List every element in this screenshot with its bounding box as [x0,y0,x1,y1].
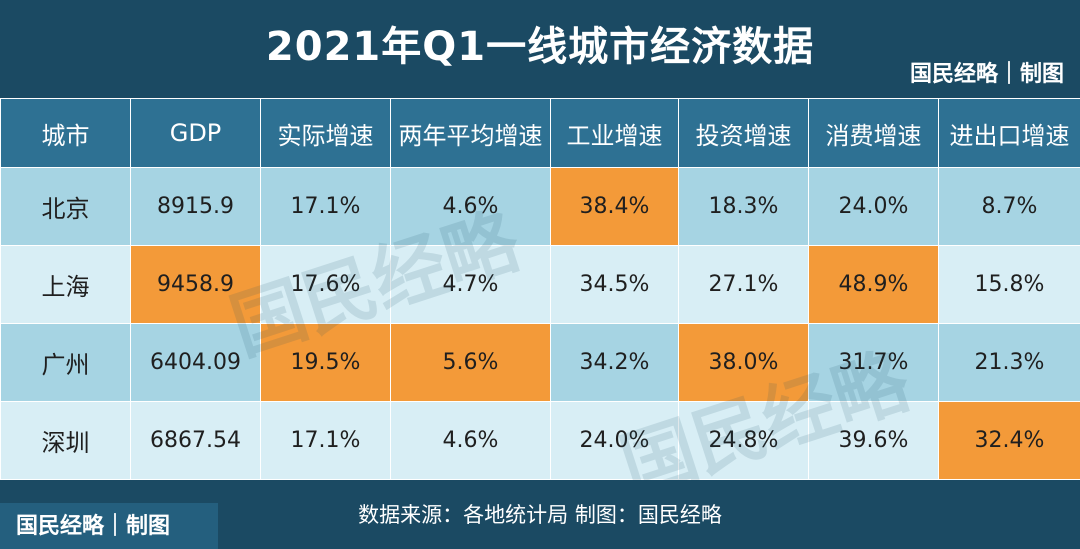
column-header-gdp: GDP [130,98,261,168]
table-cell: 27.1% [678,245,809,324]
table-cell: 4.7% [390,245,551,324]
table-header-row: 城市 GDP 实际增速 两年平均增速 工业增速 投资增速 消费增速 进出口增速 [0,98,1080,168]
table-cell: 31.7% [808,323,939,402]
table-cell: 17.1% [260,167,391,246]
economic-data-table: 城市 GDP 实际增速 两年平均增速 工业增速 投资增速 消费增速 进出口增速 … [0,98,1080,480]
table-cell: 34.5% [550,245,679,324]
column-header-trade-growth: 进出口增速 [938,98,1080,168]
table-cell: 北京 [0,167,131,246]
table-cell: 38.0% [678,323,809,402]
column-header-actual-growth: 实际增速 [260,98,391,168]
table-cell: 38.4% [550,167,679,246]
table-cell: 18.3% [678,167,809,246]
table-cell: 5.6% [390,323,551,402]
table-cell: 上海 [0,245,131,324]
brand-credit-bottom: 国民经略｜制图 [0,503,218,549]
table-cell: 24.0% [808,167,939,246]
table-row: 深圳 6867.54 17.1% 4.6% 24.0% 24.8% 39.6% … [0,401,1080,480]
table-cell: 19.5% [260,323,391,402]
footer-banner: 数据来源：各地统计局 制图：国民经略 国民经略｜制图 [0,481,1080,549]
column-header-two-year-avg-growth: 两年平均增速 [390,98,551,168]
table-cell: 6404.09 [130,323,261,402]
brand-credit-top: 国民经略｜制图 [909,61,1064,87]
table-cell: 深圳 [0,401,131,480]
column-header-consumption-growth: 消费增速 [808,98,939,168]
table-cell: 24.0% [550,401,679,480]
table-cell: 21.3% [938,323,1080,402]
data-source-note: 数据来源：各地统计局 制图：国民经略 [358,503,722,527]
table-row: 北京 8915.9 17.1% 4.6% 38.4% 18.3% 24.0% 8… [0,167,1080,246]
table-cell: 48.9% [808,245,939,324]
table-cell: 15.8% [938,245,1080,324]
column-header-investment-growth: 投资增速 [678,98,809,168]
table-cell: 32.4% [938,401,1080,480]
table-cell: 8915.9 [130,167,261,246]
table-row: 上海 9458.9 17.6% 4.7% 34.5% 27.1% 48.9% 1… [0,245,1080,324]
table-cell: 17.1% [260,401,391,480]
table-cell: 17.6% [260,245,391,324]
table-cell: 4.6% [390,167,551,246]
table-cell: 4.6% [390,401,551,480]
table-cell: 8.7% [938,167,1080,246]
column-header-city: 城市 [0,98,131,168]
table-cell: 9458.9 [130,245,261,324]
header-banner: 2021年Q1一线城市经济数据 国民经略｜制图 [0,0,1080,98]
page-title: 2021年Q1一线城市经济数据 [265,24,815,70]
table-cell: 6867.54 [130,401,261,480]
column-header-industry-growth: 工业增速 [550,98,679,168]
table-cell: 广州 [0,323,131,402]
table-cell: 34.2% [550,323,679,402]
table-row: 广州 6404.09 19.5% 5.6% 34.2% 38.0% 31.7% … [0,323,1080,402]
table-cell: 24.8% [678,401,809,480]
table-cell: 39.6% [808,401,939,480]
